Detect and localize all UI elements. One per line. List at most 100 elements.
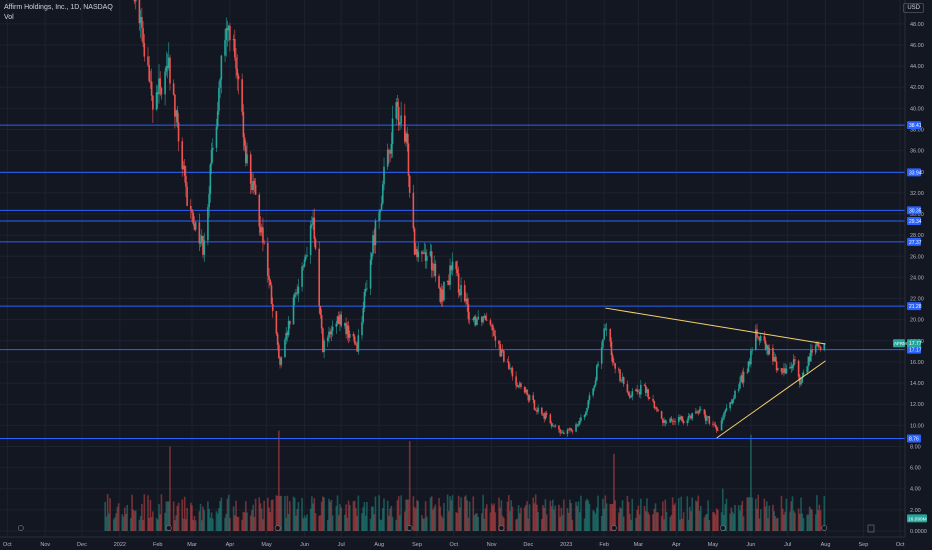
candle-body bbox=[681, 416, 684, 421]
candle-body bbox=[534, 409, 537, 411]
candle-body bbox=[302, 266, 305, 267]
volume-bar bbox=[152, 511, 154, 531]
candle-body bbox=[340, 314, 343, 326]
volume-bar bbox=[329, 501, 332, 531]
volume-bar bbox=[550, 506, 553, 531]
volume-bar bbox=[780, 495, 783, 531]
candle-body bbox=[160, 88, 163, 95]
volume-bar bbox=[792, 510, 795, 531]
volume-bar bbox=[142, 520, 144, 531]
volume-bar bbox=[688, 506, 691, 531]
candle-body bbox=[767, 345, 769, 355]
volume-bar bbox=[284, 496, 286, 531]
volume-bar bbox=[181, 499, 184, 531]
volume-bar bbox=[186, 507, 188, 531]
candle-body bbox=[381, 184, 384, 204]
volume-bar bbox=[806, 514, 808, 531]
trendline[interactable] bbox=[716, 360, 826, 439]
candle-body bbox=[691, 412, 694, 419]
volume-bar bbox=[192, 519, 195, 531]
candle-body bbox=[465, 298, 467, 302]
candle-body bbox=[293, 294, 296, 298]
time-tick-label: Dec bbox=[77, 542, 87, 548]
candle-body bbox=[687, 415, 690, 421]
volume-bar bbox=[758, 518, 761, 531]
symbol-title[interactable]: Affirm Holdings, Inc., 1D, NASDAQ bbox=[4, 4, 113, 11]
candle-body bbox=[484, 316, 487, 320]
candle-body bbox=[622, 377, 625, 385]
time-tick-label: 2022 bbox=[114, 542, 126, 548]
volume-bar bbox=[258, 497, 261, 531]
volume-bar bbox=[456, 513, 459, 531]
volume-bar bbox=[275, 495, 278, 531]
level-price-label: 38.41 bbox=[909, 123, 922, 129]
candle-body bbox=[433, 263, 435, 271]
candle-body bbox=[296, 292, 298, 294]
volume-bar bbox=[364, 515, 367, 531]
volume-bar bbox=[395, 519, 398, 531]
volume-bar bbox=[165, 501, 168, 531]
volume-bar bbox=[644, 511, 647, 531]
volume-bar bbox=[446, 494, 449, 531]
candle-body bbox=[561, 432, 564, 434]
candle-body bbox=[422, 253, 424, 255]
volume-bar bbox=[236, 516, 239, 531]
volume-bar bbox=[286, 495, 289, 531]
candle-body bbox=[429, 251, 432, 256]
volume-bar bbox=[125, 514, 127, 531]
candle-body bbox=[366, 288, 368, 290]
candle-body bbox=[503, 350, 505, 362]
trendline[interactable] bbox=[605, 307, 826, 345]
candle-body bbox=[520, 383, 522, 388]
candle-body bbox=[734, 390, 736, 399]
volume-bar bbox=[545, 514, 548, 531]
volume-bar bbox=[516, 518, 519, 531]
trendlines[interactable] bbox=[605, 307, 826, 439]
candle-body bbox=[466, 298, 468, 305]
volume-bar bbox=[695, 500, 697, 531]
candle-body bbox=[164, 71, 166, 95]
volume-bar bbox=[249, 515, 252, 531]
candle-body bbox=[254, 184, 257, 195]
candle-body bbox=[383, 166, 385, 185]
candle-body bbox=[348, 334, 351, 338]
volume-bar bbox=[723, 514, 725, 531]
volume-bar bbox=[799, 513, 801, 531]
price-axis[interactable]: 48.0046.0044.0042.0040.0038.0036.0034.00… bbox=[910, 22, 927, 535]
earnings-marker bbox=[165, 525, 172, 531]
candle-body bbox=[242, 111, 245, 138]
candle-body bbox=[610, 341, 613, 356]
candle-body bbox=[208, 193, 210, 208]
volume-bar bbox=[421, 515, 423, 531]
volume-bar bbox=[757, 494, 760, 531]
candle-body bbox=[720, 420, 723, 431]
candle-body bbox=[301, 266, 303, 287]
volume-bar bbox=[314, 513, 317, 531]
volume-bar bbox=[597, 495, 599, 531]
time-tick-label: Sep bbox=[859, 542, 869, 548]
candle-body bbox=[331, 326, 334, 331]
volume-bar bbox=[235, 500, 237, 531]
candle-body bbox=[192, 212, 195, 224]
currency-button[interactable]: USD bbox=[903, 3, 924, 13]
volume-bar bbox=[130, 518, 132, 531]
candle-body bbox=[156, 92, 159, 95]
candle-body bbox=[335, 323, 338, 327]
time-axis[interactable]: Oct Nov Dec 2022 Feb Mar Apr May Jun Jul Aug Sep Oct… bbox=[3, 542, 905, 548]
volume-bar bbox=[527, 518, 530, 531]
candle-body bbox=[682, 420, 685, 424]
candle-body bbox=[515, 376, 517, 386]
candle-body bbox=[688, 415, 691, 417]
volume-bar bbox=[637, 505, 640, 531]
volume-bar bbox=[123, 507, 126, 531]
volume-bar bbox=[732, 513, 735, 531]
volume-bar bbox=[399, 515, 401, 531]
candle-body bbox=[391, 118, 394, 144]
volume-bar bbox=[677, 498, 680, 531]
volume-bar bbox=[174, 520, 176, 531]
volume-bar bbox=[783, 514, 785, 531]
volume-bar bbox=[484, 508, 487, 531]
volume-bar bbox=[670, 514, 673, 531]
candle-body bbox=[198, 222, 201, 244]
